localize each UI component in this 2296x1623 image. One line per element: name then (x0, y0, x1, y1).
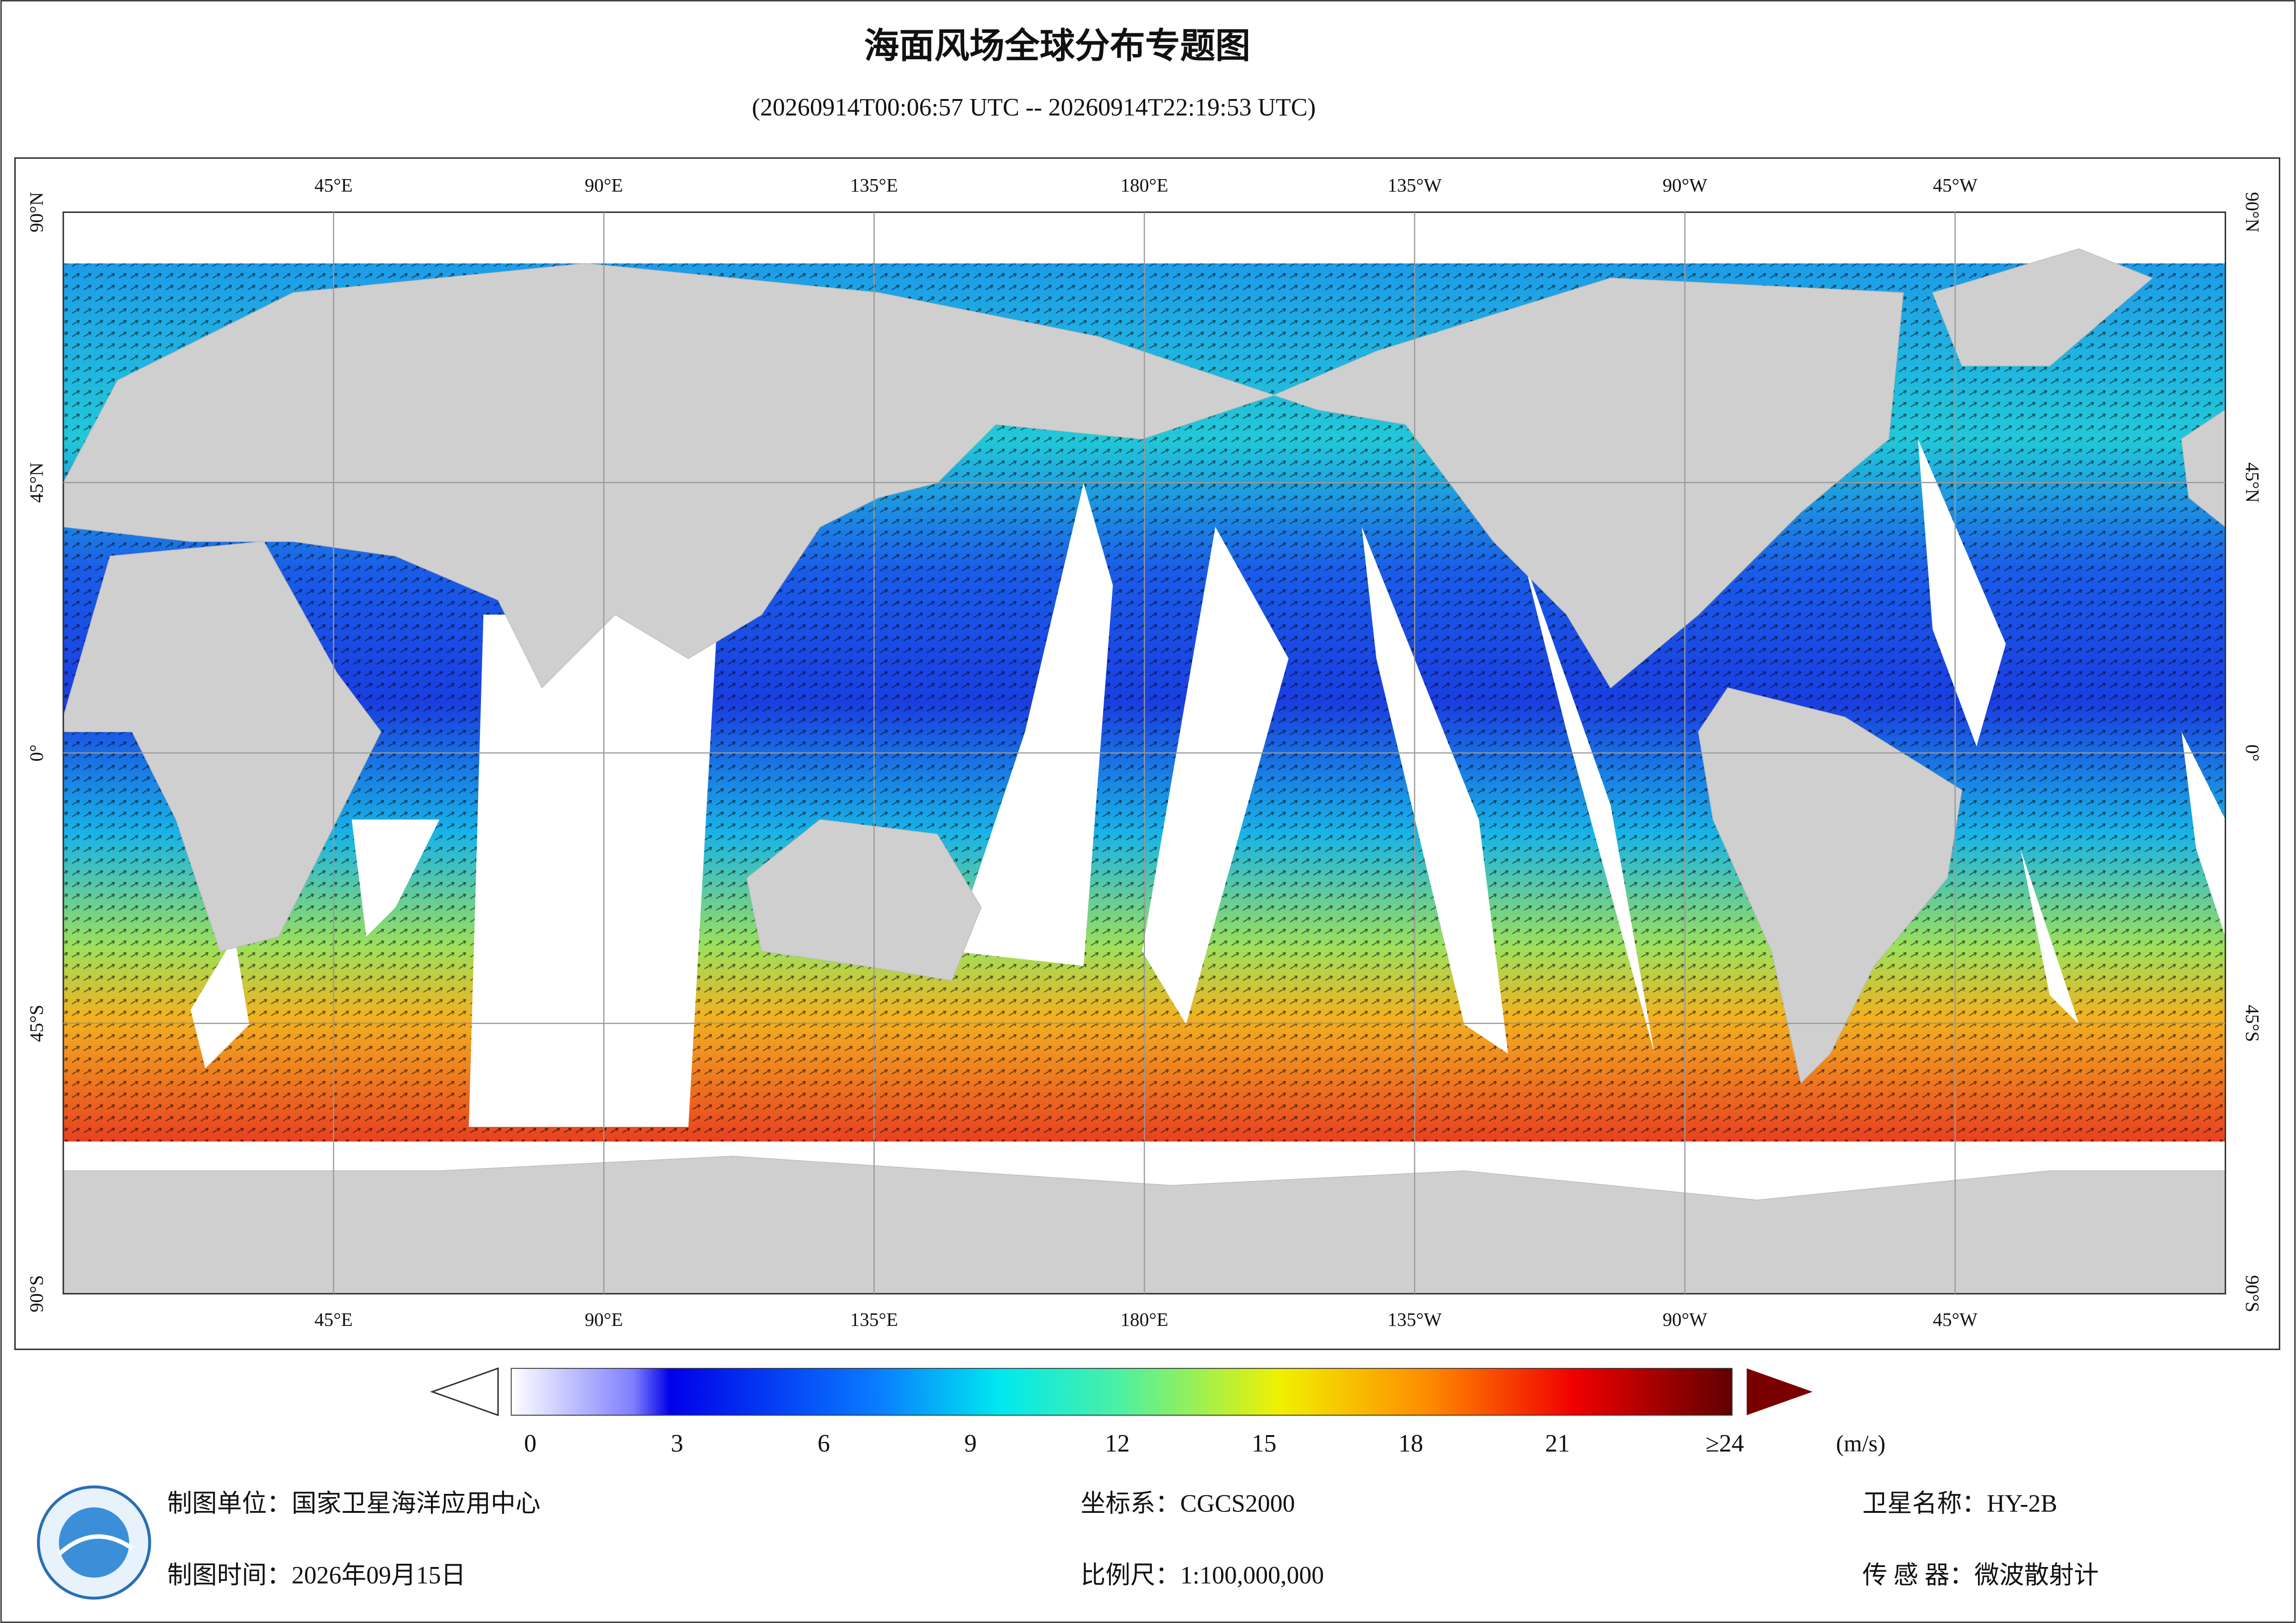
colorbar-tick-label: 21 (1545, 1430, 1570, 1457)
no-data-gaps (190, 439, 2226, 1127)
lon-label-bottom: 45°W (1933, 1309, 1978, 1330)
footer-scale: 比例尺：1:100,000,000 (1081, 1561, 1324, 1589)
colorbar-tick-label: 18 (1398, 1430, 1423, 1457)
lon-label-top: 135°E (850, 174, 898, 196)
lon-label-bottom: 180°E (1120, 1309, 1168, 1330)
lon-label-top: 45°E (314, 174, 353, 196)
lon-label-bottom: 90°W (1663, 1309, 1708, 1330)
footer-unit: 制图单位：国家卫星海洋应用中心 (167, 1489, 540, 1517)
footer-time: 制图时间：2026年09月15日 (167, 1561, 466, 1589)
colorbar-tick-label: 15 (1252, 1430, 1277, 1457)
colorbar-tick-label: 6 (817, 1430, 830, 1457)
lon-label-top: 45°W (1933, 174, 1978, 196)
map-frame (14, 157, 2281, 1350)
colorbar-unit: (m/s) (1836, 1430, 1885, 1456)
lat-label-left: 90°S (25, 1275, 47, 1312)
lat-label-right: 0° (2242, 745, 2263, 762)
lat-label-right: 90°N (2242, 192, 2263, 232)
colorbar-tick-label: 12 (1105, 1430, 1130, 1457)
colorbar-max-arrow (1747, 1368, 1813, 1415)
subtitle: (20260914T00:06:57 UTC -- 20260914T22:19… (752, 93, 1316, 121)
lon-label-bottom: 135°E (850, 1309, 898, 1330)
lon-label-bottom: 45°E (314, 1309, 353, 1330)
lat-label-left: 45°N (25, 462, 47, 503)
lat-label-right: 45°N (2242, 462, 2263, 503)
footer-satellite: 卫星名称：HY-2B (1862, 1489, 2057, 1517)
colorbar-tick-label: ≥24 (1705, 1430, 1744, 1457)
colorbar (511, 1368, 1733, 1416)
footer-sensor: 传 感 器：微波散射计 (1862, 1561, 2099, 1589)
lat-label-left: 45°S (25, 1005, 47, 1042)
colorbar-tick-label: 0 (524, 1430, 537, 1457)
lon-label-top: 135°W (1387, 174, 1441, 196)
colorbar-tick-label: 9 (964, 1430, 977, 1457)
lat-label-left: 0° (25, 745, 47, 762)
lon-label-bottom: 135°W (1387, 1309, 1441, 1330)
lon-label-top: 180°E (1120, 174, 1168, 196)
title: 海面风场全球分布专题图 (864, 27, 1251, 66)
colorbar-tick-label: 3 (671, 1430, 683, 1457)
lon-label-top: 90°W (1663, 174, 1708, 196)
footer-crs: 坐标系：CGCS2000 (1081, 1489, 1295, 1517)
colorbar-min-arrow (430, 1367, 499, 1417)
lat-label-left: 90°N (25, 192, 47, 232)
lon-label-top: 90°E (585, 174, 623, 196)
logo (37, 1485, 151, 1600)
lat-label-right: 90°S (2242, 1275, 2263, 1312)
lon-label-bottom: 90°E (585, 1309, 623, 1330)
lat-label-right: 45°S (2242, 1005, 2263, 1042)
